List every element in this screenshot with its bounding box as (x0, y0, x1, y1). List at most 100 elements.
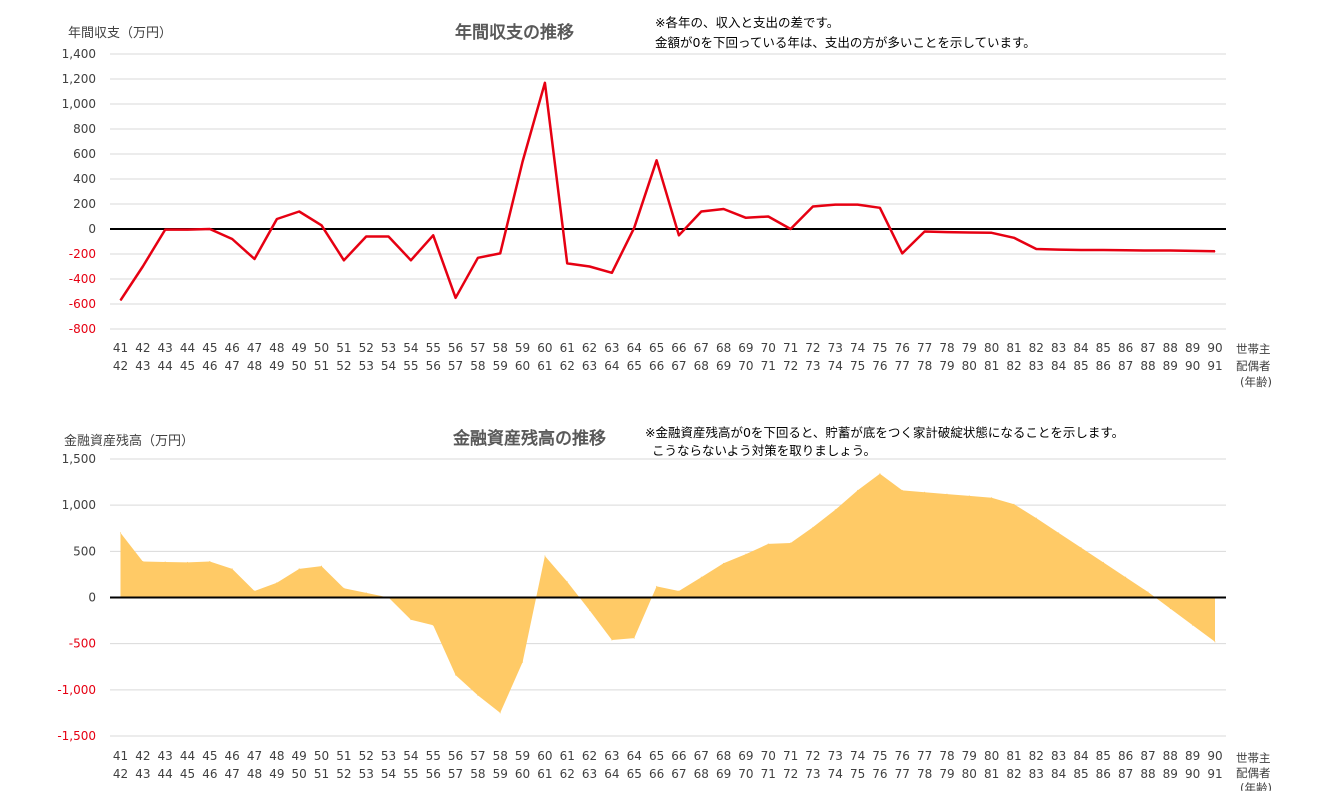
x-tick-label-head: 58 (493, 749, 508, 763)
x-tick-label-spouse: 61 (537, 359, 552, 373)
x-tick-label-spouse: 86 (1096, 359, 1111, 373)
x-tick-label-head: 84 (1073, 749, 1088, 763)
data-point (187, 561, 189, 563)
x-tick-label-head: 88 (1163, 749, 1178, 763)
annual-balance-chart: 年間収支（万円） 年間収支の推移 ※各年の、収入と支出の差です。 金額が0を下回… (62, 15, 1272, 389)
y-tick-label: -200 (69, 247, 96, 261)
y-tick-label: 800 (73, 122, 96, 136)
y-tick-label: -1,500 (57, 729, 96, 743)
x-tick-label-spouse: 42 (113, 767, 128, 781)
x-tick-label-head: 46 (225, 341, 240, 355)
x-tick-label-head: 63 (604, 341, 619, 355)
data-point (343, 259, 345, 261)
data-point (991, 497, 993, 499)
x-tick-label-spouse: 54 (381, 359, 396, 373)
x-tick-label-spouse: 52 (336, 767, 351, 781)
chart2-note-line1: ※金融資産残高が0を下回ると、貯蓄が底をつく家計破綻状態になることを示します。 (645, 425, 1124, 440)
x-tick-label-spouse: 48 (247, 767, 262, 781)
x-tick-label-spouse: 51 (314, 359, 329, 373)
x-tick-label-spouse: 63 (582, 767, 597, 781)
x-tick-label-head: 66 (671, 749, 686, 763)
chart2-legend-age: (年齢) (1240, 781, 1272, 791)
x-tick-label-head: 75 (872, 749, 887, 763)
data-point (1192, 624, 1194, 626)
data-point (611, 272, 613, 274)
data-point (1214, 250, 1216, 252)
data-point (566, 581, 568, 583)
data-point (1102, 561, 1104, 563)
x-tick-label-spouse: 53 (359, 767, 374, 781)
data-point (1013, 503, 1015, 505)
x-tick-label-head: 45 (202, 749, 217, 763)
chart1-series (119, 81, 1216, 301)
x-tick-label-spouse: 84 (1051, 767, 1066, 781)
data-point (343, 587, 345, 589)
x-tick-label-spouse: 86 (1096, 767, 1111, 781)
x-tick-label-head: 54 (403, 749, 418, 763)
y-tick-label: -600 (69, 297, 96, 311)
y-tick-label: -800 (69, 322, 96, 336)
x-tick-label-head: 43 (158, 341, 173, 355)
x-tick-label-spouse: 50 (292, 767, 307, 781)
x-tick-label-spouse: 59 (493, 359, 508, 373)
y-tick-label: 1,000 (62, 498, 96, 512)
x-tick-label-spouse: 49 (269, 767, 284, 781)
data-point (723, 208, 725, 210)
data-point (924, 491, 926, 493)
data-point (946, 493, 948, 495)
chart1-title: 年間収支の推移 (455, 22, 574, 43)
data-point (477, 694, 479, 696)
data-point (120, 299, 121, 301)
chart2-series (120, 473, 1216, 714)
x-tick-label-head: 73 (828, 749, 843, 763)
data-point (879, 473, 881, 475)
data-point (1125, 249, 1127, 251)
data-point (209, 228, 211, 230)
x-tick-label-spouse: 65 (627, 359, 642, 373)
x-tick-label-head: 85 (1096, 341, 1111, 355)
x-tick-label-head: 65 (649, 341, 664, 355)
data-point (834, 204, 836, 206)
x-tick-label-head: 73 (828, 341, 843, 355)
y-tick-label: 1,500 (62, 452, 96, 466)
x-tick-label-head: 77 (917, 749, 932, 763)
x-tick-label-head: 72 (805, 341, 820, 355)
x-tick-label-head: 57 (470, 341, 485, 355)
x-tick-label-spouse: 73 (805, 767, 820, 781)
x-tick-label-head: 79 (962, 341, 977, 355)
data-point (611, 639, 613, 641)
x-tick-label-spouse: 66 (649, 767, 664, 781)
x-tick-label-head: 86 (1118, 749, 1133, 763)
data-point (544, 555, 546, 557)
x-tick-label-head: 85 (1096, 749, 1111, 763)
x-tick-label-head: 61 (560, 749, 575, 763)
x-tick-label-spouse: 79 (939, 767, 954, 781)
x-tick-label-head: 58 (493, 341, 508, 355)
y-tick-label: -500 (69, 637, 96, 651)
data-point (254, 258, 256, 260)
x-tick-label-spouse: 81 (984, 767, 999, 781)
data-point (1035, 517, 1037, 519)
x-tick-label-head: 54 (403, 341, 418, 355)
x-tick-label-spouse: 55 (403, 359, 418, 373)
data-point (700, 211, 702, 212)
data-point (656, 159, 658, 161)
x-tick-label-head: 68 (716, 749, 731, 763)
data-point (254, 590, 256, 592)
data-point (1147, 591, 1149, 593)
x-tick-label-head: 50 (314, 749, 329, 763)
data-point (231, 568, 233, 570)
x-tick-label-spouse: 45 (180, 359, 195, 373)
data-point (321, 224, 323, 226)
chart1-ylabel: 年間収支（万円） (68, 26, 172, 41)
x-tick-label-head: 69 (738, 341, 753, 355)
data-point (164, 229, 166, 231)
x-tick-label-spouse: 82 (1006, 359, 1021, 373)
x-tick-label-head: 53 (381, 749, 396, 763)
x-tick-label-spouse: 44 (158, 359, 173, 373)
x-tick-label-head: 64 (627, 749, 642, 763)
x-tick-label-head: 72 (805, 749, 820, 763)
x-tick-label-head: 63 (604, 749, 619, 763)
x-tick-label-spouse: 88 (1140, 359, 1155, 373)
x-tick-label-head: 76 (895, 341, 910, 355)
